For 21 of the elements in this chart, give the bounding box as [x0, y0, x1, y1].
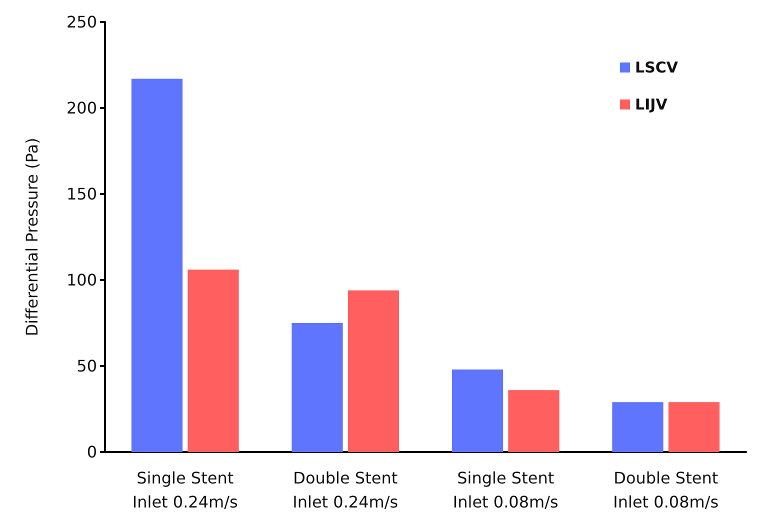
legend-label: LIJV	[635, 96, 668, 114]
bar	[612, 402, 664, 452]
bar	[131, 78, 183, 452]
bar	[508, 390, 560, 452]
x-tick-label: Single Stent Inlet 0.24m/s	[132, 468, 238, 512]
bar	[668, 402, 720, 452]
bar	[452, 369, 504, 452]
x-tick-label: Double Stent Inlet 0.08m/s	[613, 468, 719, 512]
bar	[348, 290, 400, 452]
x-tick-label: Single Stent Inlet 0.08m/s	[452, 468, 558, 512]
y-tick-label: 150	[66, 184, 97, 204]
y-axis-title: Differential Pressure (Pa)	[22, 138, 42, 336]
x-tick-label: Double Stent Inlet 0.24m/s	[292, 468, 398, 512]
bar	[188, 270, 239, 452]
y-tick-label: 200	[66, 98, 97, 118]
y-tick-label: 50	[76, 356, 97, 376]
bar	[292, 323, 343, 452]
y-tick-label: 0	[86, 442, 97, 462]
y-tick-label: 100	[66, 270, 97, 290]
legend-label: LSCV	[635, 58, 678, 76]
y-tick-label: 250	[66, 12, 97, 32]
